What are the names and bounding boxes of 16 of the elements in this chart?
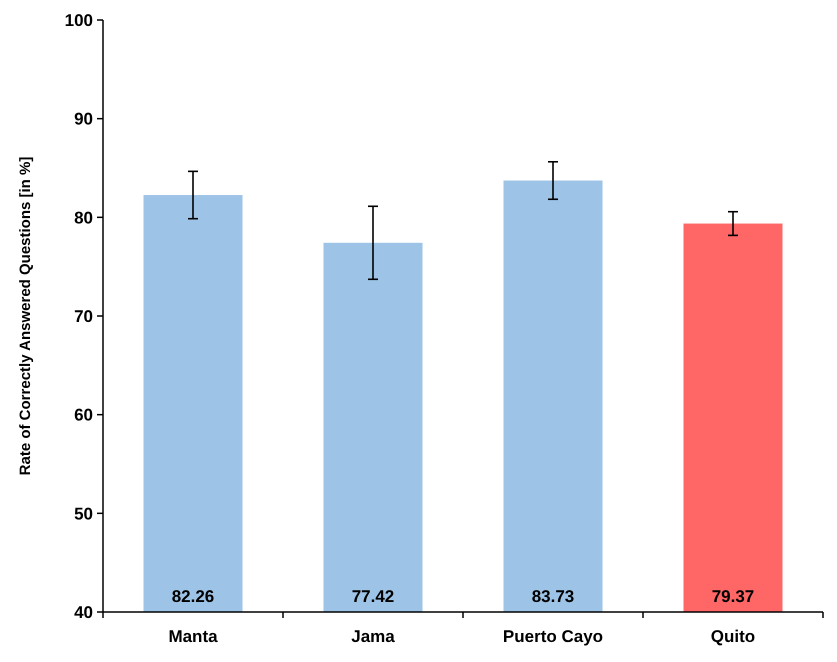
y-tick-label: 50 bbox=[74, 504, 93, 524]
data-label: 79.37 bbox=[712, 587, 754, 606]
data-label: 83.73 bbox=[532, 587, 574, 606]
y-tick-label: 100 bbox=[64, 10, 93, 30]
y-tick-label: 80 bbox=[74, 208, 93, 228]
x-tick-label: Quito bbox=[710, 627, 756, 646]
y-tick-label: 40 bbox=[74, 602, 93, 622]
x-tick-label: Manta bbox=[168, 627, 218, 646]
y-tick-label: 60 bbox=[74, 406, 93, 425]
x-tick-label: Jama bbox=[351, 627, 396, 646]
y-axis-title: Rate of Correctly Answered Questions [in %] bbox=[17, 156, 34, 476]
x-tick-label: Puerto Cayo bbox=[502, 627, 604, 646]
data-label: 77.42 bbox=[352, 587, 394, 606]
y-tick-label: 90 bbox=[74, 110, 93, 129]
y-tick-label: 70 bbox=[74, 306, 93, 326]
data-label: 82.26 bbox=[172, 587, 214, 606]
